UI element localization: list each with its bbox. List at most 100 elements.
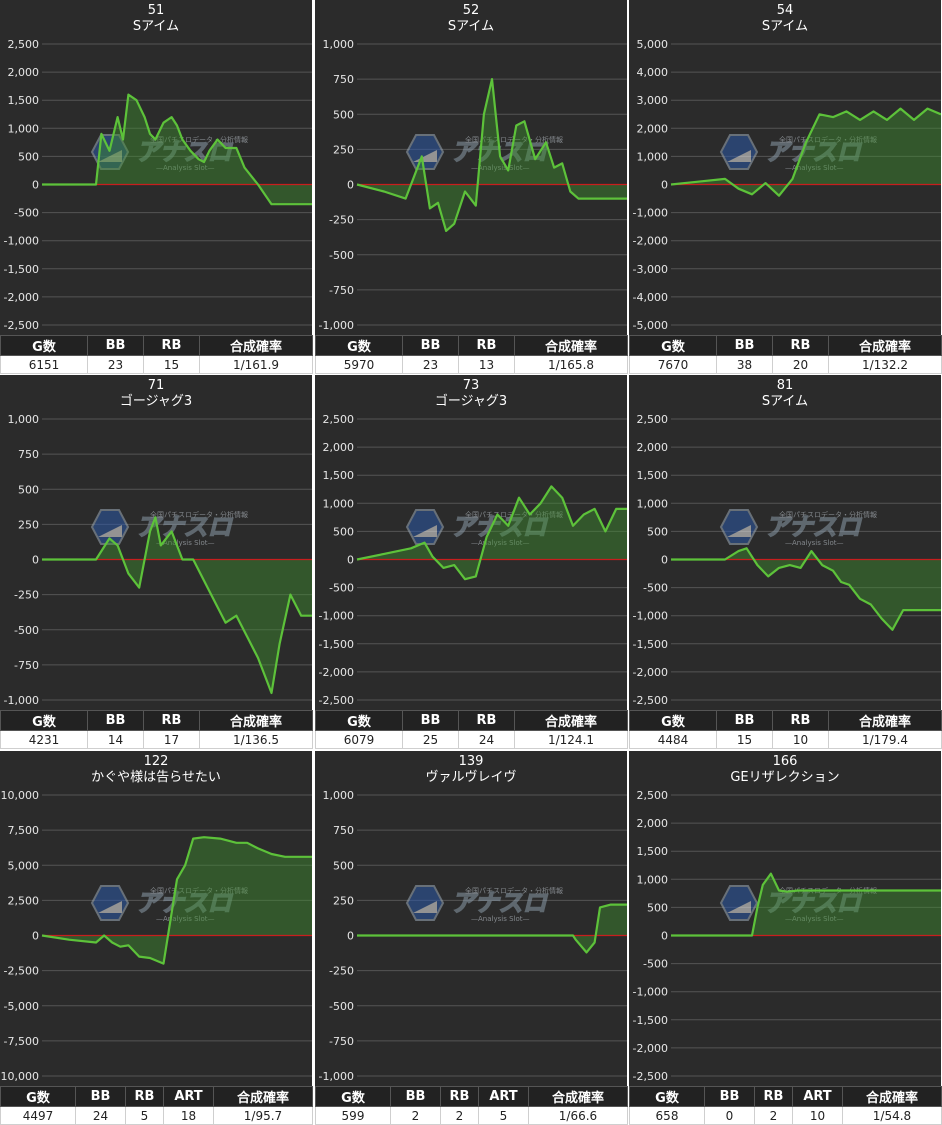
- y-tick-label: -1,500: [633, 1014, 668, 1027]
- y-tick-label: -1,000: [319, 319, 354, 332]
- stats-value-cell: 24: [458, 730, 515, 749]
- y-tick-label: 4,000: [637, 66, 669, 79]
- stats-value-cell: 7670: [629, 355, 717, 374]
- stats-header-row: G数 BB RB 合成確率: [629, 710, 942, 731]
- watermark-swoosh-icon: [98, 525, 122, 537]
- stats-header-cell: ART: [792, 1086, 843, 1107]
- y-tick-label: 750: [18, 448, 39, 461]
- machine-name: かぐや様は告らせたい: [91, 770, 221, 785]
- stats-header-cell: BB: [704, 1086, 755, 1107]
- y-tick-label: 0: [347, 554, 354, 567]
- stats-table: G数 BB RB 合成確率 4484 15 10 1/179.4: [629, 710, 942, 749]
- watermark-top: 全国パチスロデータ・分析情報: [150, 886, 248, 895]
- stats-table: G数 BB RB ART 合成確率 658 0 2 10 1/54.8: [629, 1086, 942, 1125]
- stats-header-cell: 合成確率: [828, 710, 942, 731]
- series-line: [41, 836, 312, 965]
- stats-value-cell: 1/54.8: [842, 1106, 942, 1125]
- slump-graph: -2,500 -2,000 -1,500 -1,000 -500 0 500 1,000 1,5…: [4, 38, 312, 332]
- y-tick-label: 10,000: [1, 789, 40, 802]
- slump-graph: -1,000-750-500-25002505007501,000アナスロ全国パ…: [319, 38, 627, 332]
- stats-value-cell: 1/132.2: [828, 355, 942, 374]
- stats-value-cell: 0: [704, 1106, 755, 1125]
- y-tick-label: 0: [661, 179, 668, 192]
- stats-header-cell: RB: [772, 710, 829, 731]
- y-tick-label: 2,000: [637, 441, 669, 454]
- watermark-brand: アナスロ: [136, 889, 234, 917]
- machine-name: GEリザレクション: [730, 770, 840, 785]
- stats-header-cell: ART: [478, 1086, 529, 1107]
- y-tick-label: 1,000: [637, 497, 669, 510]
- chart-panel: -1,000 -750 -500 -250 0 250 500 750 1,000 アナスロ 全国パ…: [315, 0, 628, 374]
- y-tick-label: 1,000: [323, 789, 355, 802]
- stats-value-cell: 20: [772, 355, 829, 374]
- watermark-swoosh-icon: [98, 901, 122, 913]
- y-tick-label: 250: [333, 143, 354, 156]
- watermark-hexagon-icon: [719, 885, 759, 921]
- y-tick-label: 1,500: [637, 845, 669, 858]
- stats-value-cell: 10: [792, 1106, 843, 1125]
- y-tick-label: -2,000: [4, 291, 39, 304]
- stats-value-cell: 13: [458, 355, 515, 374]
- series-area: [671, 108, 941, 196]
- stats-header-cell: 合成確率: [528, 1086, 628, 1107]
- y-tick-label: -1,000: [633, 986, 668, 999]
- y-tick-label: 2,500: [323, 413, 355, 426]
- y-tick-label: -2,500: [633, 1070, 668, 1083]
- y-tick-label: 1,000: [8, 413, 40, 426]
- y-tick-label: 500: [647, 901, 668, 914]
- watermark-sub: —Analysis Slot—: [785, 915, 843, 923]
- slump-graph: -1,000-750-500-25002505007501,000アナスロ全国パ…: [319, 789, 627, 1083]
- y-tick-label: -5,000: [4, 1000, 39, 1013]
- slump-graph: -2,500 -2,000 -1,500 -1,000 -500 0 500 1,000 1,5…: [633, 789, 941, 1083]
- stats-header-row: G数 BB RB ART 合成確率: [0, 1086, 313, 1107]
- stats-value-cell: 15: [716, 730, 773, 749]
- series-line: [357, 903, 627, 954]
- stats-header-cell: RB: [772, 335, 829, 356]
- stats-header-row: G数 BB RB 合成確率: [0, 710, 313, 731]
- y-tick-label: 1,000: [323, 497, 355, 510]
- stats-header-cell: RB: [125, 1086, 164, 1107]
- stats-header-row: G数 BB RB 合成確率: [629, 335, 942, 356]
- stats-value-cell: 38: [716, 355, 773, 374]
- stats-value-cell: 5: [478, 1106, 529, 1125]
- y-tick-label: 500: [333, 108, 354, 121]
- stats-value-cell: 2: [754, 1106, 793, 1125]
- watermark-sub: —Analysis Slot—: [156, 539, 214, 547]
- watermark-hexagon-icon: [405, 134, 445, 170]
- watermark-sub: —Analysis Slot—: [785, 539, 843, 547]
- stats-header-cell: BB: [402, 710, 459, 731]
- stats-header-cell: BB: [402, 335, 459, 356]
- stats-value-cell: 2: [440, 1106, 479, 1125]
- stats-header-cell: BB: [716, 335, 773, 356]
- watermark-sub: —Analysis Slot—: [471, 164, 529, 172]
- y-tick-label: -2,000: [319, 666, 354, 679]
- stats-value-row: 6151 23 15 1/161.9: [0, 355, 313, 374]
- stats-header-row: G数 BB RB 合成確率: [315, 335, 628, 356]
- stats-value-cell: 1/124.1: [514, 730, 628, 749]
- stats-header-cell: G数: [629, 335, 717, 356]
- machine-name: ヴァルヴレイヴ: [425, 770, 517, 785]
- y-tick-label: 2,000: [637, 817, 669, 830]
- stats-header-cell: G数: [629, 1086, 705, 1107]
- y-tick-label: -500: [329, 1000, 354, 1013]
- stats-value-cell: 1/179.4: [828, 730, 942, 749]
- stats-table: G数 BB RB 合成確率 6079 25 24 1/124.1: [315, 710, 628, 749]
- y-tick-label: -2,000: [633, 235, 668, 248]
- watermark-sub: —Analysis Slot—: [471, 915, 529, 923]
- chart-area: -2,500 -2,000 -1,500 -1,000 -500 0 500 1,000 1,5…: [629, 751, 941, 1086]
- y-tick-label: -1,000: [633, 610, 668, 623]
- y-tick-label: -750: [329, 1035, 354, 1048]
- stats-table: G数 BB RB 合成確率 6151 23 15 1/161.9: [0, 335, 313, 374]
- stats-header-row: G数 BB RB 合成確率: [0, 335, 313, 356]
- chart-panel: -2,500 -2,000 -1,500 -1,000 -500 0 500 1,000 1,5…: [315, 375, 628, 749]
- stats-header-cell: G数: [315, 710, 403, 731]
- y-tick-label: -500: [643, 958, 668, 971]
- y-tick-label: -500: [329, 249, 354, 262]
- stats-table: G数 BB RB 合成確率 7670 38 20 1/132.2: [629, 335, 942, 374]
- stats-header-cell: RB: [458, 335, 515, 356]
- machine-name: Sアイム: [761, 394, 809, 409]
- series-line: [356, 77, 627, 232]
- watermark-hexagon-icon: [405, 885, 445, 921]
- y-tick-label: -2,000: [633, 666, 668, 679]
